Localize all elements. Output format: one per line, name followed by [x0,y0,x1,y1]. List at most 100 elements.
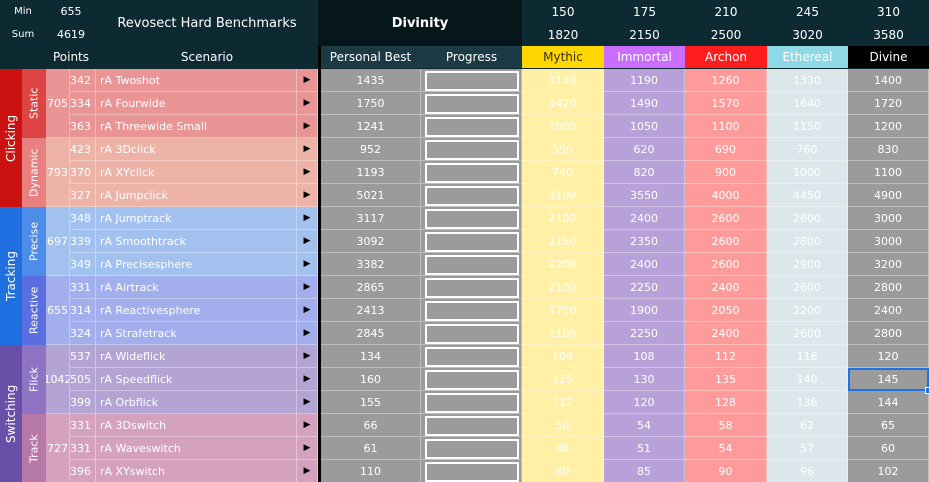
personal-best-value[interactable]: 3382 [321,253,421,276]
scenario-name[interactable]: rA Jumpclick [96,184,297,207]
rank-threshold-ethereal[interactable]: 1330 [767,69,848,92]
rank-threshold-divine[interactable]: 1200 [848,115,929,138]
rank-threshold-archon[interactable]: 54 [685,437,767,460]
rank-threshold-immortal[interactable]: 3550 [604,184,685,207]
progress-header[interactable]: Progress [421,46,522,68]
personal-best-value[interactable]: 952 [321,138,421,161]
rank-threshold-ethereal[interactable]: 2800 [767,230,848,253]
rank-threshold-mythic[interactable]: 80 [522,460,604,482]
points-header[interactable]: Points [46,46,96,68]
rank-threshold-immortal[interactable]: 2400 [604,207,685,230]
rank-threshold-divine[interactable]: 830 [848,138,929,161]
rank-threshold-mythic[interactable]: 2100 [522,276,604,299]
rank-threshold-archon[interactable]: 90 [685,460,767,482]
scenario-points[interactable]: 537 [70,345,96,368]
rank-threshold-ethereal[interactable]: 1150 [767,115,848,138]
scenario-points[interactable]: 339 [70,230,96,253]
scenario-name[interactable]: rA 3Dclick [96,138,297,161]
personal-best-value[interactable]: 3117 [321,207,421,230]
rank-threshold-immortal[interactable]: 1050 [604,115,685,138]
rank-header-ethereal[interactable]: Ethereal [767,46,848,68]
play-scenario-icon[interactable]: ▶ [297,460,318,482]
rank-threshold-divine[interactable]: 2400 [848,299,929,322]
rank-threshold-mythic[interactable]: 112 [522,391,604,414]
subcategory-points[interactable]: 793 [46,138,70,207]
scenario-name[interactable]: rA Threewide Small [96,115,297,138]
rank-threshold-divine[interactable]: 65 [848,414,929,437]
rank-threshold-immortal[interactable]: 1190 [604,69,685,92]
rank-threshold-divine[interactable]: 120 [848,345,929,368]
rank-threshold-divine[interactable]: 2800 [848,276,929,299]
rank-threshold-immortal[interactable]: 54 [604,414,685,437]
rank-threshold-archon[interactable]: 2400 [685,322,767,345]
play-scenario-icon[interactable]: ▶ [297,414,318,437]
personal-best-value[interactable]: 155 [321,391,421,414]
rank-threshold-mythic[interactable]: 104 [522,345,604,368]
scenario-points[interactable]: 327 [70,184,96,207]
rank-threshold-ethereal[interactable]: 96 [767,460,848,482]
rank-threshold-divine[interactable]: 60 [848,437,929,460]
rank-threshold-mythic[interactable]: 2100 [522,207,604,230]
scenario-points[interactable]: 331 [70,276,96,299]
rank-threshold-immortal[interactable]: 108 [604,345,685,368]
rank-threshold-archon[interactable]: 2600 [685,207,767,230]
scenario-header[interactable]: Scenario [96,46,318,68]
rank-threshold-archon[interactable]: 112 [685,345,767,368]
personal-best-value[interactable]: 1435 [321,69,421,92]
rank-threshold-ethereal[interactable]: 116 [767,345,848,368]
scenario-points[interactable]: 399 [70,391,96,414]
scenario-name[interactable]: rA Fourwide [96,92,297,115]
rank-threshold-divine[interactable]: 3200 [848,253,929,276]
rank-threshold-immortal[interactable]: 1490 [604,92,685,115]
subcategory-points[interactable]: 655 [46,276,70,345]
rank-threshold-mythic[interactable]: 1000 [522,115,604,138]
rank-threshold-immortal[interactable]: 2250 [604,276,685,299]
play-scenario-icon[interactable]: ▶ [297,368,318,391]
rank-threshold-ethereal[interactable]: 2800 [767,207,848,230]
rank-threshold-ethereal[interactable]: 57 [767,437,848,460]
rank-threshold-ethereal[interactable]: 2600 [767,322,848,345]
rank-threshold-divine[interactable]: 1400 [848,69,929,92]
play-scenario-icon[interactable]: ▶ [297,299,318,322]
scenario-points[interactable]: 348 [70,207,96,230]
rank-threshold-archon[interactable]: 2600 [685,230,767,253]
rank-threshold-immortal[interactable]: 2400 [604,253,685,276]
rank-threshold-divine[interactable]: 2800 [848,322,929,345]
rank-threshold-immortal[interactable]: 620 [604,138,685,161]
rank-threshold-archon[interactable]: 900 [685,161,767,184]
rank-threshold-mythic[interactable]: 2100 [522,322,604,345]
personal-best-value[interactable]: 61 [321,437,421,460]
rank-threshold-mythic[interactable]: 3100 [522,184,604,207]
rank-threshold-divine[interactable]: 1720 [848,92,929,115]
rank-threshold-ethereal[interactable]: 4450 [767,184,848,207]
personal-best-value[interactable]: 160 [321,368,421,391]
rank-threshold-ethereal[interactable]: 2200 [767,299,848,322]
scenario-points[interactable]: 396 [70,460,96,482]
scenario-name[interactable]: rA XYclick [96,161,297,184]
personal-best-value[interactable]: 5021 [321,184,421,207]
scenario-points[interactable]: 423 [70,138,96,161]
rank-threshold-divine[interactable]: 144 [848,391,929,414]
play-scenario-icon[interactable]: ▶ [297,437,318,460]
rank-threshold-archon[interactable]: 1570 [685,92,767,115]
scenario-name[interactable]: rA Reactivesphere [96,299,297,322]
rank-threshold-archon[interactable]: 1260 [685,69,767,92]
rank-header-immortal[interactable]: Immortal [604,46,685,68]
rank-threshold-ethereal[interactable]: 2900 [767,253,848,276]
rank-threshold-immortal[interactable]: 120 [604,391,685,414]
scenario-name[interactable]: rA Smoothtrack [96,230,297,253]
play-scenario-icon[interactable]: ▶ [297,230,318,253]
rank-threshold-divine[interactable]: 145 [848,368,929,391]
rank-threshold-ethereal[interactable]: 136 [767,391,848,414]
personal-best-value[interactable]: 1750 [321,92,421,115]
subcategory-points[interactable]: 1042 [46,345,70,414]
rank-threshold-immortal[interactable]: 51 [604,437,685,460]
rank-threshold-mythic[interactable]: 50 [522,414,604,437]
rank-threshold-divine[interactable]: 102 [848,460,929,482]
rank-threshold-archon[interactable]: 2600 [685,253,767,276]
scenario-points[interactable]: 342 [70,69,96,92]
rank-threshold-divine[interactable]: 3000 [848,207,929,230]
personal-best-value[interactable]: 2413 [321,299,421,322]
scenario-points[interactable]: 324 [70,322,96,345]
scenario-points[interactable]: 363 [70,115,96,138]
